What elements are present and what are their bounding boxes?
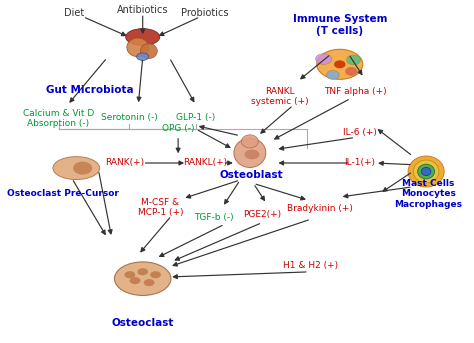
Ellipse shape bbox=[137, 53, 149, 60]
Text: Osteoclast: Osteoclast bbox=[111, 318, 174, 328]
Ellipse shape bbox=[346, 68, 357, 75]
Ellipse shape bbox=[140, 44, 157, 59]
Text: RANK(+): RANK(+) bbox=[105, 158, 145, 167]
Ellipse shape bbox=[126, 28, 160, 46]
Ellipse shape bbox=[418, 164, 435, 179]
Text: IL-6 (+): IL-6 (+) bbox=[343, 128, 377, 137]
Text: TGF-b (-): TGF-b (-) bbox=[194, 213, 233, 222]
Ellipse shape bbox=[127, 38, 149, 57]
Text: RANKL
systemic (+): RANKL systemic (+) bbox=[251, 87, 309, 106]
Ellipse shape bbox=[125, 271, 135, 278]
Text: TNF alpha (+): TNF alpha (+) bbox=[324, 87, 387, 96]
Ellipse shape bbox=[137, 268, 148, 275]
Ellipse shape bbox=[316, 54, 332, 64]
Ellipse shape bbox=[150, 271, 161, 278]
Text: Immune System
(T cells): Immune System (T cells) bbox=[292, 14, 387, 36]
Text: PGE2(+): PGE2(+) bbox=[243, 210, 282, 218]
Text: Gut Microbiota: Gut Microbiota bbox=[46, 85, 133, 95]
Ellipse shape bbox=[241, 135, 258, 148]
Text: IL-1(+): IL-1(+) bbox=[344, 158, 375, 167]
Text: Antibiotics: Antibiotics bbox=[117, 5, 168, 15]
Text: H1 & H2 (+): H1 & H2 (+) bbox=[283, 261, 338, 270]
Text: Osteoblast: Osteoblast bbox=[219, 170, 283, 180]
Ellipse shape bbox=[327, 71, 339, 79]
Ellipse shape bbox=[144, 279, 155, 286]
Ellipse shape bbox=[317, 49, 363, 79]
Ellipse shape bbox=[334, 60, 346, 68]
Ellipse shape bbox=[234, 138, 266, 167]
Ellipse shape bbox=[73, 162, 92, 175]
Text: OPG (-): OPG (-) bbox=[162, 125, 194, 133]
Text: GLP-1 (-): GLP-1 (-) bbox=[176, 113, 216, 121]
Ellipse shape bbox=[421, 167, 431, 176]
Ellipse shape bbox=[408, 156, 444, 187]
Ellipse shape bbox=[413, 160, 439, 183]
Text: Bradykinin (+): Bradykinin (+) bbox=[287, 204, 353, 213]
Text: Diet: Diet bbox=[64, 8, 84, 18]
Ellipse shape bbox=[129, 277, 140, 284]
Ellipse shape bbox=[245, 150, 259, 159]
Ellipse shape bbox=[114, 262, 171, 295]
Text: Osteoclast Pre-Cursor: Osteoclast Pre-Cursor bbox=[7, 189, 119, 198]
Ellipse shape bbox=[346, 55, 361, 65]
Text: RANKL(+): RANKL(+) bbox=[182, 158, 227, 167]
Text: Probiotics: Probiotics bbox=[181, 8, 228, 18]
Text: Mast Cells
Monocytes
Macrophages: Mast Cells Monocytes Macrophages bbox=[394, 179, 462, 209]
Text: M-CSF &
MCP-1 (+): M-CSF & MCP-1 (+) bbox=[137, 198, 183, 217]
Text: Calcium & Vit D
Absorption (-): Calcium & Vit D Absorption (-) bbox=[23, 109, 94, 129]
Ellipse shape bbox=[53, 157, 100, 179]
Text: Serotonin (-): Serotonin (-) bbox=[101, 113, 158, 121]
